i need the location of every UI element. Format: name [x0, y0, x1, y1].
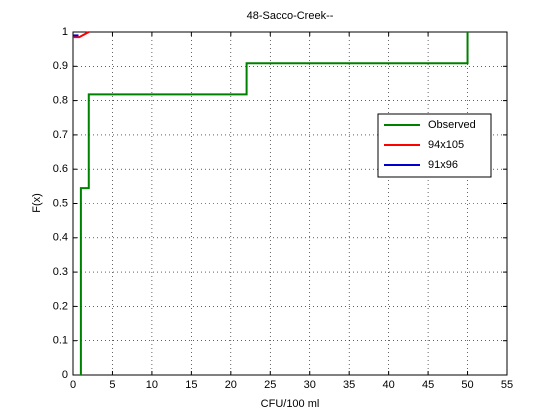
data-line [73, 31, 90, 39]
x-tick-label: 35 [343, 379, 355, 391]
y-tick-label: 0.8 [53, 95, 68, 107]
x-tick-label: 50 [461, 379, 473, 391]
y-axis-label: F(x) [31, 193, 43, 213]
x-tick-label: 40 [383, 379, 395, 391]
data-line [79, 32, 469, 375]
y-tick-label: 0.9 [53, 60, 68, 72]
y-tick-label: 0.1 [53, 335, 68, 347]
legend-label: 94x105 [428, 139, 464, 151]
x-tick-label: 20 [225, 379, 237, 391]
y-tick-label: 0.7 [53, 129, 68, 141]
legend-label: Observed [428, 119, 476, 131]
x-tick-label: 25 [264, 379, 276, 391]
y-tick-label: 0.3 [53, 266, 68, 278]
y-tick-label: 0.2 [53, 300, 68, 312]
x-axis-label: CFU/100 ml [261, 398, 320, 410]
chart-title: 48-Sacco-Creek-- [247, 10, 334, 22]
x-tick-label: 10 [146, 379, 158, 391]
x-tick-label: 30 [304, 379, 316, 391]
y-tick-label: 0.6 [53, 163, 68, 175]
x-tick-label: 15 [185, 379, 197, 391]
y-tick-label: 0.5 [53, 197, 68, 209]
y-tick-label: 0.4 [53, 232, 68, 244]
x-tick-label: 55 [501, 379, 513, 391]
x-tick-label: 45 [422, 379, 434, 391]
y-tick-label: 1 [62, 26, 68, 38]
axes-box [72, 31, 508, 376]
legend-label: 91x96 [428, 159, 458, 171]
x-tick-label: 0 [70, 379, 76, 391]
y-tick-label: 0 [62, 369, 68, 381]
x-tick-label: 5 [109, 379, 115, 391]
